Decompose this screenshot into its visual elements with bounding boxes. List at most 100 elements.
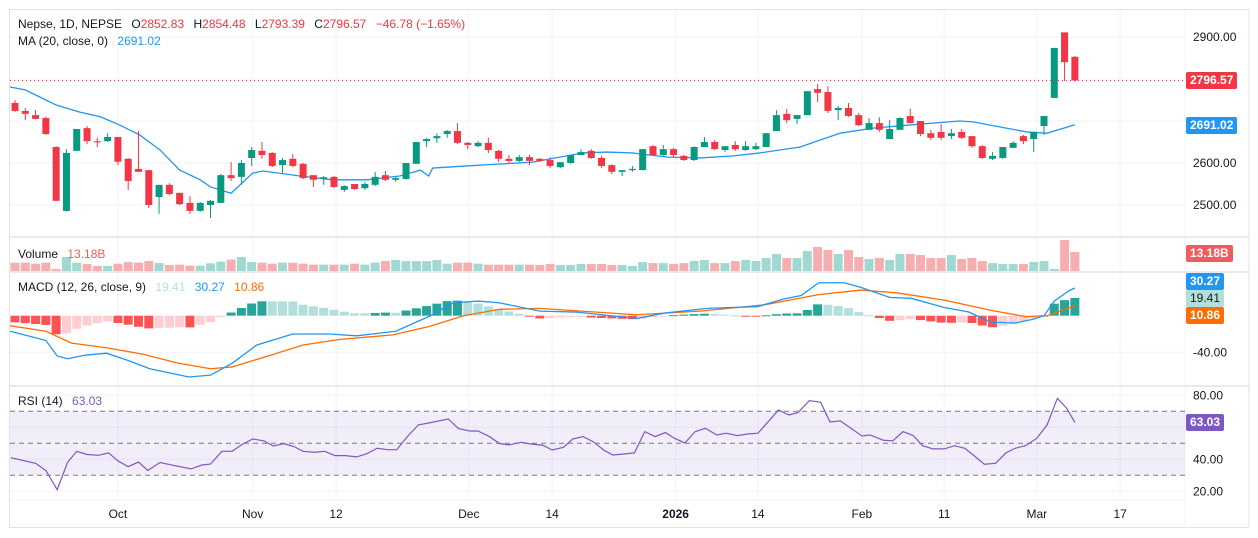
candle-up	[762, 133, 770, 148]
rsi-legend[interactable]: RSI (14) 63.03	[18, 394, 102, 408]
ma-legend[interactable]: MA (20, close, 0) 2691.02	[18, 34, 161, 48]
macd-histogram-bar	[1018, 315, 1028, 321]
macd-histogram-bar	[761, 315, 771, 317]
rsi-value: 63.03	[72, 394, 103, 408]
macd-histogram-bar	[308, 306, 318, 316]
candle-body	[114, 136, 122, 162]
volume-bar	[566, 264, 576, 271]
macd-histogram-bar	[535, 315, 545, 319]
macd-histogram-bar	[20, 315, 30, 324]
candle-up	[62, 149, 70, 212]
candle-up	[690, 146, 698, 161]
volume-bar	[288, 262, 298, 271]
time-axis-label: 17	[1113, 507, 1127, 521]
macd-histogram-bar	[267, 301, 277, 316]
volume-legend[interactable]: Volume 13.18B	[18, 247, 105, 261]
macd-histogram-bar	[61, 315, 71, 334]
volume-bar	[350, 263, 360, 271]
candle-up	[155, 184, 163, 214]
candle-body	[587, 150, 595, 158]
volume-bar	[133, 262, 143, 271]
macd-histogram-bar	[946, 315, 956, 323]
macd-legend[interactable]: MACD (12, 26, close, 9) 19.41 30.27 10.8…	[18, 280, 264, 294]
time-axis-label: 14	[751, 507, 765, 521]
candle-body	[361, 184, 369, 189]
candle-body	[659, 149, 667, 156]
symbol-legend: Nepse, 1D, NEPSE O2852.83 H2854.48 L2793…	[18, 17, 465, 31]
candle-body	[824, 92, 832, 111]
macd-histogram-bar	[154, 315, 164, 329]
macd-histogram-bar	[144, 315, 154, 329]
open-value: 2852.83	[140, 17, 185, 31]
time-axis-label: Mar	[1026, 507, 1047, 521]
candle-body	[371, 176, 379, 185]
volume-bar	[916, 254, 926, 271]
candle-body	[536, 158, 544, 161]
macd-histogram-bar	[988, 315, 998, 328]
volume-bar	[936, 258, 946, 271]
symbol-name[interactable]: Nepse, 1D, NEPSE	[18, 17, 123, 31]
candle-down	[855, 113, 863, 127]
volume-bar	[617, 264, 627, 271]
candle-down	[186, 196, 194, 214]
volume-bar	[648, 263, 658, 271]
candle-body	[556, 162, 564, 168]
volume-bar	[31, 263, 41, 271]
candle-body	[392, 178, 400, 180]
macd-histogram-bar	[833, 305, 843, 316]
candle-body	[52, 147, 60, 201]
macd-histogram-bar	[494, 309, 504, 316]
volume-bar	[576, 263, 586, 271]
volume-bar	[679, 263, 689, 271]
volume-bar	[864, 259, 874, 271]
candle-down	[917, 121, 925, 137]
volume-bar	[10, 262, 20, 271]
candle-down	[505, 155, 513, 163]
candle-up	[423, 137, 431, 148]
macd-histogram-bar	[751, 315, 761, 317]
candle-body	[340, 186, 348, 190]
volume-bar	[226, 259, 236, 271]
volume-bar	[946, 254, 956, 271]
candle-body	[834, 107, 842, 111]
macd-histogram-bar	[123, 315, 133, 325]
volume-bar	[895, 253, 905, 271]
candle-down	[165, 183, 173, 195]
candle-down	[1061, 32, 1069, 82]
candle-down	[299, 163, 307, 179]
candle-body	[217, 175, 225, 203]
volume-bar	[380, 261, 390, 271]
candle-down	[93, 137, 101, 148]
candle-up	[474, 141, 482, 148]
candle-down	[309, 175, 317, 187]
macd-histogram-bar	[545, 315, 555, 319]
volume-bar	[843, 249, 853, 271]
macd-histogram-bar	[905, 315, 915, 320]
macd-signal-line	[9, 289, 1076, 370]
candle-body	[21, 110, 29, 114]
volume-bar	[463, 262, 473, 271]
volume-bar	[360, 264, 370, 271]
volume-bar	[741, 260, 751, 271]
volume-bar	[514, 264, 524, 271]
candle-up	[412, 142, 420, 164]
macd-histogram-bar	[452, 300, 462, 316]
candle-body	[423, 139, 431, 142]
candle-body	[999, 147, 1007, 158]
macd-histogram-bar	[854, 312, 864, 316]
macd-histogram-bar	[586, 315, 596, 318]
macd-signal-badge: 10.86	[1186, 307, 1225, 324]
candle-body	[546, 160, 554, 166]
volume-bar	[247, 262, 257, 271]
macd-histogram-bar	[257, 301, 267, 316]
volume-bar	[51, 268, 61, 271]
volume-bar	[370, 262, 380, 271]
macd-histogram-bar	[422, 306, 432, 316]
volume-bar	[967, 258, 977, 271]
macd-histogram-bar	[329, 309, 339, 316]
macd-histogram-bar	[823, 304, 833, 316]
candle-body	[155, 184, 163, 198]
macd-histogram-bar	[1008, 315, 1018, 325]
macd-histogram-bar	[864, 315, 874, 317]
